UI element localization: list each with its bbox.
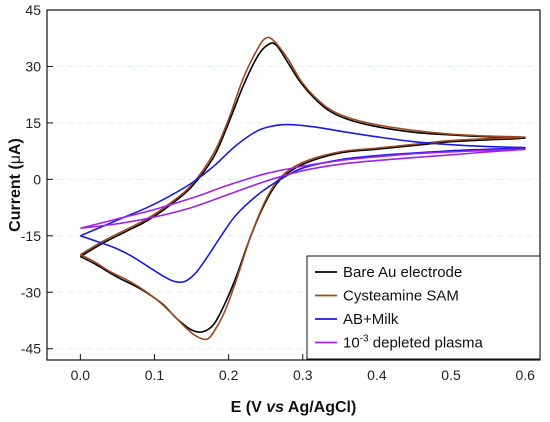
- legend-label-bare-au: Bare Au electrode: [343, 264, 462, 281]
- y-axis-label: Current (μA): [7, 138, 24, 232]
- x-tick-label-6: 0.6: [515, 367, 535, 383]
- y-tick-label-0: 45: [25, 2, 41, 18]
- y-tick-label-1: 30: [25, 58, 41, 74]
- y-axis-label-post: A): [7, 138, 24, 155]
- x-tick-label-4: 0.4: [367, 367, 387, 383]
- series-curve-2: [80, 123, 526, 284]
- y-tick-label-2: 15: [25, 115, 41, 131]
- x-tick-label-0: 0.0: [71, 367, 91, 383]
- y-tick-label-3: 0: [33, 171, 41, 187]
- x-tick-label-2: 0.2: [219, 367, 239, 383]
- legend-label-cysteamine: Cysteamine SAM: [343, 288, 459, 305]
- y-tick-label-5: -30: [21, 284, 41, 300]
- x-tick-label-3: 0.3: [293, 367, 313, 383]
- legend-label-rest: depleted plasma: [369, 335, 484, 352]
- x-axis-label-post: Ag/AgCl): [284, 399, 356, 416]
- y-tick-label-4: -15: [21, 228, 41, 244]
- legend-label-base: 10: [343, 335, 360, 352]
- series-layer: [79, 36, 526, 341]
- x-tick-label-1: 0.1: [145, 367, 165, 383]
- legend-label-ab-milk: AB+Milk: [343, 311, 399, 328]
- legend-box: [306, 255, 541, 360]
- x-tick-label-5: 0.5: [441, 367, 461, 383]
- x-axis-label-italic: vs: [266, 399, 284, 416]
- y-axis-ticks: 45 30 15 0 -15 -30 -45: [21, 2, 53, 357]
- y-axis-label-greek: μ: [7, 155, 24, 164]
- series-curve-1: [79, 36, 526, 341]
- y-tick-label-6: -45: [21, 341, 41, 357]
- legend-label-superscript: -3: [360, 334, 369, 345]
- plot-frame: [46, 9, 541, 361]
- legend-label-depleted-plasma: 10-3 depleted plasma: [343, 334, 483, 352]
- y-axis-label-pre: Current (: [7, 164, 24, 232]
- x-axis-label: E (V vs Ag/AgCl): [231, 399, 357, 416]
- x-axis-label-pre: E (V: [231, 399, 267, 416]
- series-curve-0: [79, 42, 526, 333]
- legend: Bare Au electrode Cysteamine SAM AB+Milk…: [306, 255, 541, 360]
- series-curve-3: [80, 148, 526, 230]
